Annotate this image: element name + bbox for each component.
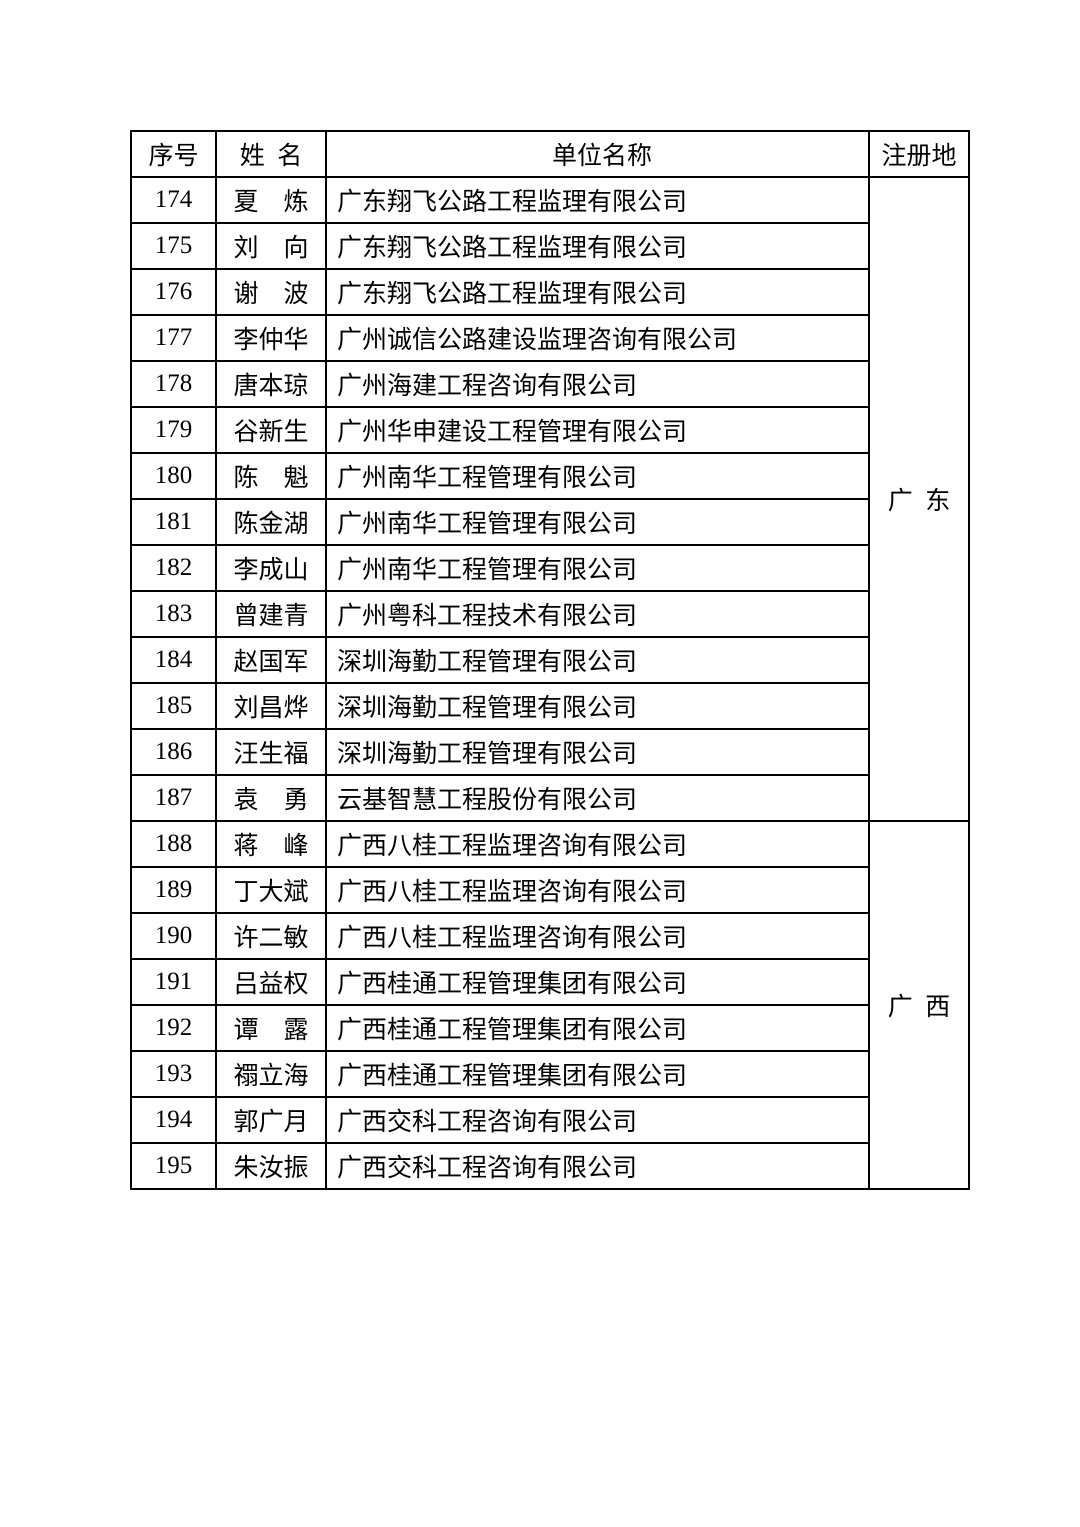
cell-name: 禤立海 [216, 1051, 326, 1097]
cell-name: 许二敏 [216, 913, 326, 959]
cell-unit: 广西八桂工程监理咨询有限公司 [326, 913, 869, 959]
cell-name: 唐本琼 [216, 361, 326, 407]
table-row: 187袁勇云基智慧工程股份有限公司 [131, 775, 969, 821]
cell-name: 陈魁 [216, 453, 326, 499]
cell-name: 朱汝振 [216, 1143, 326, 1189]
cell-unit: 深圳海勤工程管理有限公司 [326, 683, 869, 729]
cell-unit: 广西八桂工程监理咨询有限公司 [326, 867, 869, 913]
cell-name: 蒋峰 [216, 821, 326, 867]
cell-unit: 广州南华工程管理有限公司 [326, 499, 869, 545]
table-row: 178唐本琼广州海建工程咨询有限公司 [131, 361, 969, 407]
cell-seq: 184 [131, 637, 216, 683]
cell-name: 吕益权 [216, 959, 326, 1005]
table-row: 190许二敏广西八桂工程监理咨询有限公司 [131, 913, 969, 959]
cell-seq: 182 [131, 545, 216, 591]
table-row: 176谢波广东翔飞公路工程监理有限公司 [131, 269, 969, 315]
cell-unit: 广州华申建设工程管理有限公司 [326, 407, 869, 453]
table-row: 181陈金湖广州南华工程管理有限公司 [131, 499, 969, 545]
table-row: 193禤立海广西桂通工程管理集团有限公司 [131, 1051, 969, 1097]
cell-seq: 186 [131, 729, 216, 775]
cell-seq: 174 [131, 177, 216, 223]
cell-name: 汪生福 [216, 729, 326, 775]
cell-unit: 广西桂通工程管理集团有限公司 [326, 959, 869, 1005]
cell-unit: 广西交科工程咨询有限公司 [326, 1097, 869, 1143]
cell-name: 郭广月 [216, 1097, 326, 1143]
table-row: 185刘昌烨深圳海勤工程管理有限公司 [131, 683, 969, 729]
cell-unit: 深圳海勤工程管理有限公司 [326, 729, 869, 775]
cell-name: 刘昌烨 [216, 683, 326, 729]
table-row: 182李成山广州南华工程管理有限公司 [131, 545, 969, 591]
cell-name: 曾建青 [216, 591, 326, 637]
cell-seq: 190 [131, 913, 216, 959]
table-row: 180陈魁广州南华工程管理有限公司 [131, 453, 969, 499]
cell-region: 广东 [869, 177, 969, 821]
cell-seq: 194 [131, 1097, 216, 1143]
header-reg: 注册地 [869, 131, 969, 177]
table-header-row: 序号 姓名 单位名称 注册地 [131, 131, 969, 177]
cell-seq: 180 [131, 453, 216, 499]
cell-seq: 177 [131, 315, 216, 361]
cell-name: 丁大斌 [216, 867, 326, 913]
cell-unit: 广西桂通工程管理集团有限公司 [326, 1005, 869, 1051]
cell-unit: 广东翔飞公路工程监理有限公司 [326, 223, 869, 269]
table-row: 177李仲华广州诚信公路建设监理咨询有限公司 [131, 315, 969, 361]
personnel-table: 序号 姓名 单位名称 注册地 174夏炼广东翔飞公路工程监理有限公司广东175刘… [130, 130, 970, 1190]
cell-seq: 193 [131, 1051, 216, 1097]
table-row: 179谷新生广州华申建设工程管理有限公司 [131, 407, 969, 453]
cell-name: 谷新生 [216, 407, 326, 453]
cell-seq: 179 [131, 407, 216, 453]
cell-name: 袁勇 [216, 775, 326, 821]
cell-name: 谭露 [216, 1005, 326, 1051]
cell-seq: 176 [131, 269, 216, 315]
table-row: 192谭露广西桂通工程管理集团有限公司 [131, 1005, 969, 1051]
cell-unit: 广州诚信公路建设监理咨询有限公司 [326, 315, 869, 361]
cell-unit: 广州南华工程管理有限公司 [326, 453, 869, 499]
table-row: 175刘向广东翔飞公路工程监理有限公司 [131, 223, 969, 269]
table-body: 174夏炼广东翔飞公路工程监理有限公司广东175刘向广东翔飞公路工程监理有限公司… [131, 177, 969, 1189]
cell-unit: 广州海建工程咨询有限公司 [326, 361, 869, 407]
cell-unit: 广东翔飞公路工程监理有限公司 [326, 269, 869, 315]
table-row: 188蒋峰广西八桂工程监理咨询有限公司广西 [131, 821, 969, 867]
table-row: 189丁大斌广西八桂工程监理咨询有限公司 [131, 867, 969, 913]
cell-unit: 广西桂通工程管理集团有限公司 [326, 1051, 869, 1097]
cell-seq: 183 [131, 591, 216, 637]
cell-unit: 云基智慧工程股份有限公司 [326, 775, 869, 821]
table-row: 194郭广月广西交科工程咨询有限公司 [131, 1097, 969, 1143]
cell-name: 李成山 [216, 545, 326, 591]
cell-name: 刘向 [216, 223, 326, 269]
table-row: 183曾建青广州粤科工程技术有限公司 [131, 591, 969, 637]
cell-seq: 181 [131, 499, 216, 545]
cell-name: 谢波 [216, 269, 326, 315]
table-row: 191吕益权广西桂通工程管理集团有限公司 [131, 959, 969, 1005]
cell-unit: 广州粤科工程技术有限公司 [326, 591, 869, 637]
cell-seq: 187 [131, 775, 216, 821]
cell-seq: 191 [131, 959, 216, 1005]
header-name: 姓名 [216, 131, 326, 177]
header-seq: 序号 [131, 131, 216, 177]
cell-name: 夏炼 [216, 177, 326, 223]
table-row: 195朱汝振广西交科工程咨询有限公司 [131, 1143, 969, 1189]
cell-seq: 185 [131, 683, 216, 729]
table-row: 184赵国军深圳海勤工程管理有限公司 [131, 637, 969, 683]
cell-unit: 广西交科工程咨询有限公司 [326, 1143, 869, 1189]
cell-unit: 广西八桂工程监理咨询有限公司 [326, 821, 869, 867]
cell-region: 广西 [869, 821, 969, 1189]
cell-name: 陈金湖 [216, 499, 326, 545]
cell-seq: 188 [131, 821, 216, 867]
cell-seq: 178 [131, 361, 216, 407]
cell-seq: 189 [131, 867, 216, 913]
cell-seq: 175 [131, 223, 216, 269]
cell-name: 李仲华 [216, 315, 326, 361]
document-page: 序号 姓名 单位名称 注册地 174夏炼广东翔飞公路工程监理有限公司广东175刘… [0, 0, 1080, 1490]
cell-seq: 195 [131, 1143, 216, 1189]
cell-unit: 广州南华工程管理有限公司 [326, 545, 869, 591]
cell-unit: 广东翔飞公路工程监理有限公司 [326, 177, 869, 223]
table-row: 186汪生福深圳海勤工程管理有限公司 [131, 729, 969, 775]
table-row: 174夏炼广东翔飞公路工程监理有限公司广东 [131, 177, 969, 223]
cell-name: 赵国军 [216, 637, 326, 683]
cell-seq: 192 [131, 1005, 216, 1051]
header-unit: 单位名称 [326, 131, 869, 177]
cell-unit: 深圳海勤工程管理有限公司 [326, 637, 869, 683]
